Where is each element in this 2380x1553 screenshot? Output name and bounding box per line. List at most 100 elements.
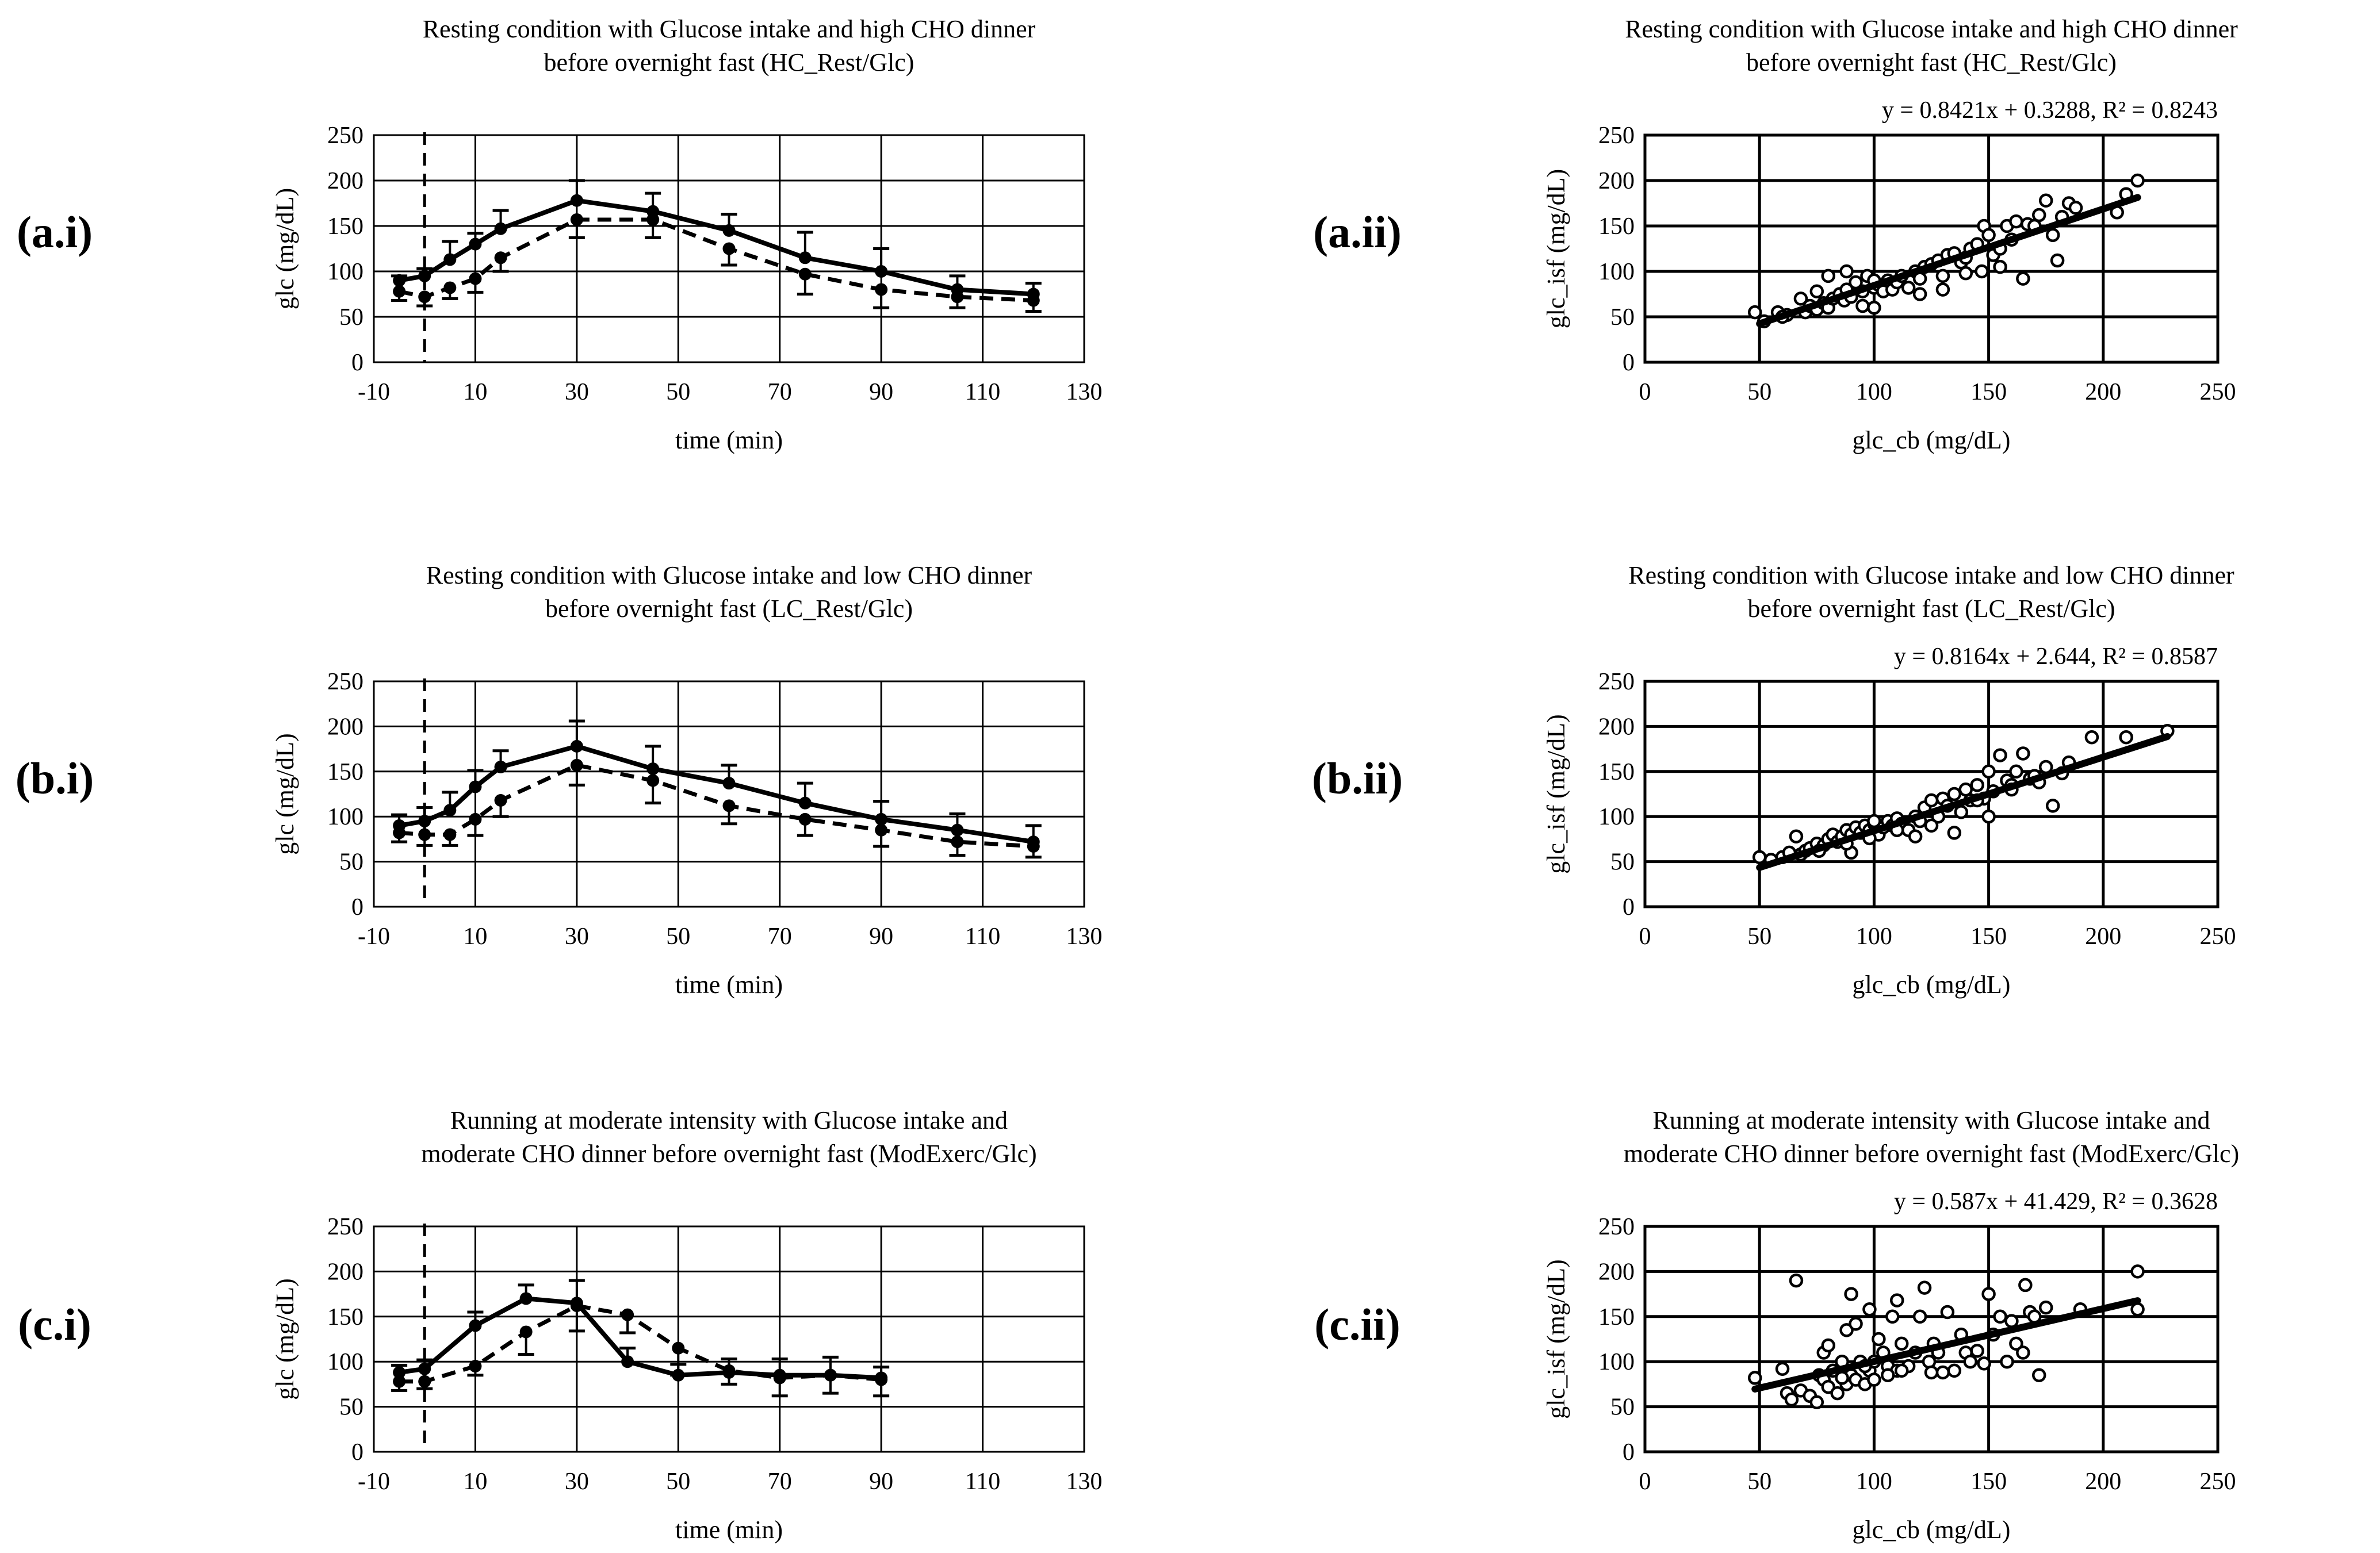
data-point [951, 823, 964, 837]
scatter-point [2004, 1314, 2019, 1328]
data-point [494, 793, 507, 807]
scatter-point [2045, 799, 2060, 813]
data-point [469, 780, 482, 793]
plot-frame [1643, 1225, 2220, 1454]
data-point [393, 1366, 406, 1379]
data-point [798, 251, 812, 264]
data-point [570, 758, 583, 772]
scatter-point [1963, 1354, 1977, 1369]
y-tick-label: 100 [327, 1349, 363, 1375]
y-tick-label: 50 [1610, 849, 1635, 876]
series-dashed [391, 1299, 890, 1398]
scatter-point [1894, 1336, 1909, 1351]
scatter-point [1809, 1395, 1824, 1410]
data-point [875, 283, 888, 296]
data-point [672, 1341, 685, 1355]
y-tick-label: 100 [1598, 804, 1635, 830]
x-axis-label: glc_cb (mg/dL) [1853, 426, 2011, 454]
data-point [722, 1364, 736, 1377]
y-tick-label: 250 [1598, 1214, 1635, 1240]
chart-title-line: Running at moderate intensity with Gluco… [450, 1106, 1008, 1134]
y-tick-label: 100 [1598, 259, 1635, 285]
x-tick-label: 70 [768, 923, 792, 950]
data-point [443, 804, 457, 817]
x-tick-label: 50 [666, 379, 690, 405]
scatter-point [1809, 284, 1824, 299]
scatter-point [1855, 298, 1870, 313]
y-axis-label: glc (mg/dL) [271, 1278, 299, 1399]
chart-title-line: before overnight fast (LC_Rest/Glc) [1747, 595, 2115, 623]
panel-label-cii: (c.ii) [1314, 1299, 1400, 1349]
chart-title-line: moderate CHO dinner before overnight fas… [1624, 1140, 2239, 1168]
y-tick-label: 100 [327, 804, 363, 830]
x-tick-label: 110 [965, 1468, 1000, 1495]
data-point [469, 272, 482, 285]
data-point [393, 1375, 406, 1388]
y-tick-label: 250 [327, 669, 363, 695]
scatter-point [2016, 1345, 2030, 1360]
x-tick-label: 90 [869, 1468, 893, 1495]
scatter-point [1901, 281, 1916, 295]
x-tick-label: 50 [1747, 379, 1771, 405]
x-tick-label: 90 [869, 923, 893, 950]
scatter-point [2084, 730, 2099, 745]
data-point [469, 1319, 482, 1332]
scatter-point [1993, 259, 2007, 274]
data-point [519, 1325, 533, 1339]
data-point [875, 812, 888, 826]
chart-c-ii: Running at moderate intensity with Gluco… [1542, 1106, 2239, 1544]
scatter-point [2045, 228, 2060, 243]
data-point [570, 739, 583, 753]
data-point [418, 815, 431, 828]
panel-label-bi: (b.i) [16, 753, 94, 803]
scatter-point [2130, 1264, 2145, 1279]
trendline-equation: y = 0.8421x + 0.3288, R² = 0.8243 [1882, 97, 2218, 124]
scatter-point [2031, 1368, 2046, 1382]
y-tick-label: 0 [351, 350, 363, 376]
data-point [722, 242, 736, 255]
y-tick-label: 0 [1623, 1439, 1635, 1466]
scatter-point [2050, 253, 2065, 268]
scatter-point [1867, 814, 1881, 829]
scatter-point [2009, 214, 2023, 229]
data-point [875, 823, 888, 837]
data-point [418, 828, 431, 841]
x-tick-label: 100 [1856, 1468, 1892, 1495]
data-point [494, 251, 507, 264]
data-point [443, 253, 457, 266]
data-point [798, 796, 812, 810]
x-tick-label: -10 [358, 1468, 390, 1495]
scatter-point [1981, 1287, 1996, 1301]
scatter-point [2016, 746, 2030, 761]
data-point [1027, 294, 1040, 307]
panel-label-ai: (a.i) [17, 207, 93, 257]
chart-a-ii: Resting condition with Glucose intake an… [1542, 15, 2238, 454]
scatter-point [1912, 287, 1927, 301]
data-point [443, 828, 457, 841]
data-point [824, 1368, 837, 1382]
x-axis-label: time (min) [675, 971, 783, 999]
y-axis-label: glc_isf (mg/dL) [1542, 1259, 1570, 1418]
scatter-point [1958, 266, 1973, 281]
scatter-point [2130, 173, 2145, 188]
scatter-point [1885, 1309, 1900, 1324]
x-tick-label: 200 [2085, 379, 2121, 405]
x-tick-label: -10 [358, 923, 390, 950]
scatter-point [1821, 1338, 1835, 1353]
trendline [1756, 733, 2171, 871]
x-tick-label: 150 [1970, 1468, 2007, 1495]
scatter-point [1924, 1365, 1939, 1380]
y-tick-label: 200 [327, 1259, 363, 1285]
x-tick-label: 50 [1747, 1468, 1771, 1495]
y-axis-label: glc (mg/dL) [271, 733, 299, 854]
series-line [399, 198, 1034, 297]
scatter-point [1784, 1392, 1799, 1407]
x-tick-label: 0 [1639, 923, 1651, 950]
scatter-point [1981, 809, 1996, 824]
x-tick-label: 110 [965, 379, 1000, 405]
x-tick-label: 130 [1066, 379, 1103, 405]
y-tick-label: 150 [327, 1304, 363, 1330]
panel-label-ci: (c.i) [18, 1299, 91, 1349]
scatter-point [2038, 193, 2053, 208]
data-point [798, 267, 812, 281]
